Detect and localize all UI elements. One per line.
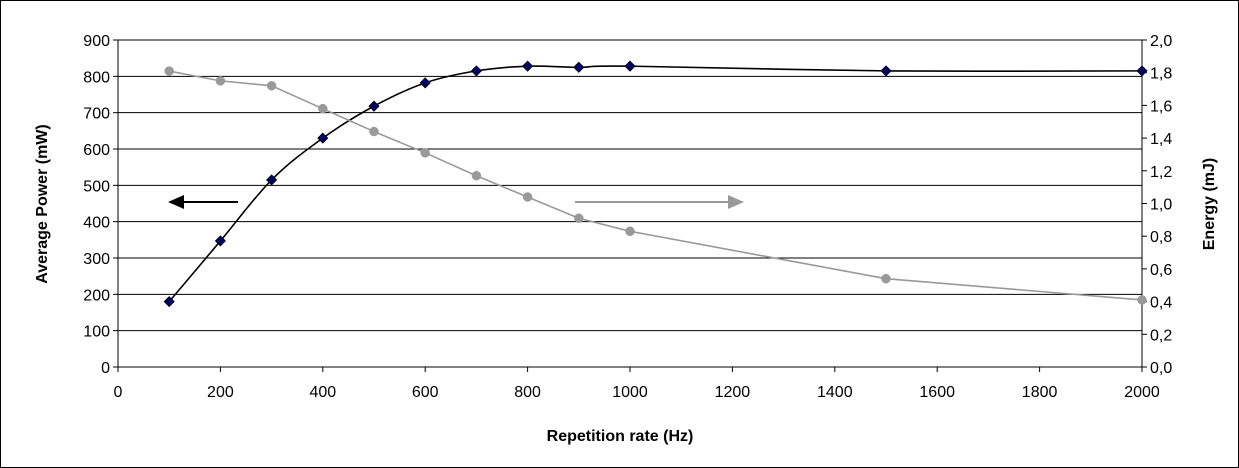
x-tick-label: 200 (207, 384, 234, 401)
arrow-left-icon (168, 195, 238, 209)
y-tick-label: 600 (83, 142, 110, 159)
data-point-diamond (1136, 65, 1148, 77)
y2-tick-label: 0,6 (1150, 262, 1172, 279)
data-point-circle (881, 273, 891, 284)
y-tick-label: 700 (83, 106, 110, 123)
arrow-head (728, 195, 744, 209)
y-tick-label: 300 (83, 251, 110, 268)
x-tick-label: 1000 (612, 384, 648, 401)
data-point-diamond (522, 60, 534, 72)
x-tick-label: 1600 (919, 384, 955, 401)
y2-axis-title: Energy (mJ) (1201, 158, 1218, 250)
x-tick-label: 0 (114, 384, 123, 401)
data-point-diamond (573, 61, 585, 73)
gridlines (118, 39, 1142, 332)
y2-axis-ticks: 0,0 0,2 0,4 0,6 0,8 1,0 1,2 1,4 1,6 1,8 2,0 (1142, 33, 1172, 377)
x-axis-ticks: 0 200 400 600 800 1000 1200 1400 1600 1800 2000 (114, 367, 1160, 401)
data-point-circle (266, 81, 277, 91)
annotation-arrows (168, 195, 744, 209)
data-point-circle (215, 76, 226, 86)
arrow-head (168, 195, 184, 209)
x-tick-label: 800 (514, 384, 541, 401)
series-lines (168, 65, 1143, 303)
x-tick-label: 400 (309, 384, 336, 401)
y2-tick-label: 0,8 (1150, 229, 1172, 246)
data-point-diamond (880, 65, 892, 77)
data-point-circle (1137, 295, 1147, 305)
x-axis-title: Repetition rate (Hz) (547, 428, 694, 445)
y2-tick-label: 0,2 (1150, 327, 1172, 344)
series-line-0 (168, 65, 1143, 303)
y-axis-ticks: 0 100 200 300 400 500 600 700 800 900 (83, 33, 118, 377)
x-tick-label: 2000 (1124, 384, 1160, 401)
y-tick-label: 0 (101, 360, 110, 377)
x-tick-label: 1800 (1022, 384, 1058, 401)
y2-tick-label: 2,0 (1150, 33, 1172, 50)
data-point-circle (471, 170, 482, 181)
y2-tick-label: 1,4 (1150, 131, 1172, 148)
data-point-diamond (624, 60, 636, 72)
data-point-diamond (419, 77, 431, 89)
y2-tick-label: 1,0 (1150, 197, 1172, 214)
y-tick-label: 900 (83, 33, 110, 50)
data-point-diamond (317, 132, 329, 144)
data-point-circle (522, 192, 533, 202)
y-axis-title: Average Power (mW) (34, 124, 51, 283)
y-tick-label: 200 (83, 287, 110, 304)
data-point-diamond (266, 174, 278, 186)
arrow-right-icon (575, 195, 744, 209)
data-point-diamond (163, 296, 175, 308)
x-tick-label: 1200 (715, 384, 751, 401)
series-line-1 (169, 70, 1143, 301)
data-point-circle (420, 148, 430, 158)
y-tick-label: 400 (83, 215, 110, 232)
y-tick-label: 500 (83, 178, 110, 195)
x-tick-label: 1400 (817, 384, 853, 401)
data-point-diamond (470, 65, 482, 77)
y2-tick-label: 1,2 (1150, 164, 1172, 181)
x-tick-label: 600 (412, 384, 439, 401)
data-point-diamond (214, 235, 226, 247)
data-point-circle (574, 213, 584, 223)
data-point-circle (318, 103, 328, 114)
y2-tick-label: 0,0 (1150, 360, 1172, 377)
data-point-diamond (368, 100, 380, 112)
data-point-circle (369, 126, 379, 137)
y2-tick-label: 0,4 (1150, 295, 1172, 312)
y-tick-label: 100 (83, 324, 110, 341)
data-point-circle (164, 66, 174, 76)
series-markers (163, 60, 1148, 308)
y2-tick-label: 1,6 (1150, 98, 1172, 115)
data-point-circle (625, 226, 635, 237)
y-tick-label: 800 (83, 69, 110, 86)
y2-tick-label: 1,8 (1150, 66, 1172, 83)
